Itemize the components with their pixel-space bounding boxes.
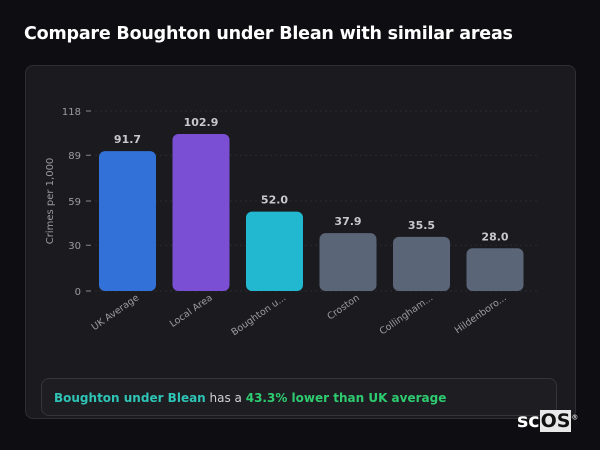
summary-comparison: 43.3% lower than UK average bbox=[245, 391, 447, 405]
scos-logo: scOS® bbox=[517, 410, 579, 432]
y-tick-label: 0 bbox=[75, 287, 81, 298]
data-label: 52.0 bbox=[261, 194, 288, 207]
bar-0 bbox=[99, 151, 156, 291]
bar-2 bbox=[246, 211, 303, 291]
bar-3 bbox=[319, 233, 377, 291]
x-tick-label: Croston bbox=[325, 292, 361, 322]
y-tick-label: 89 bbox=[68, 151, 81, 162]
data-label: 28.0 bbox=[481, 230, 508, 243]
x-tick-label: Collingham... bbox=[378, 292, 436, 337]
x-tick-label: Boughton u... bbox=[229, 292, 288, 338]
y-tick-label: 59 bbox=[68, 197, 81, 208]
summary-middle: has a bbox=[205, 391, 246, 405]
bar-1 bbox=[172, 134, 230, 291]
summary-area: Boughton under Blean bbox=[54, 391, 206, 405]
x-tick-label: UK Average bbox=[90, 292, 142, 333]
data-label: 35.5 bbox=[408, 219, 435, 232]
x-tick-label: Local Area bbox=[168, 292, 215, 329]
summary-box: Boughton under Blean has a 43.3% lower t… bbox=[41, 378, 557, 416]
y-axis-label: Crimes per 1,000 bbox=[45, 158, 56, 245]
data-label: 102.9 bbox=[184, 116, 219, 129]
y-tick-label: 30 bbox=[68, 241, 81, 252]
data-label: 37.9 bbox=[334, 215, 361, 228]
y-tick-label: 118 bbox=[62, 107, 81, 118]
bar-4 bbox=[393, 236, 450, 291]
data-label: 91.7 bbox=[114, 133, 141, 146]
x-tick-label: Hildenboro... bbox=[453, 292, 509, 336]
page-title: Compare Boughton under Blean with simila… bbox=[24, 24, 513, 44]
bar-5 bbox=[466, 248, 524, 291]
